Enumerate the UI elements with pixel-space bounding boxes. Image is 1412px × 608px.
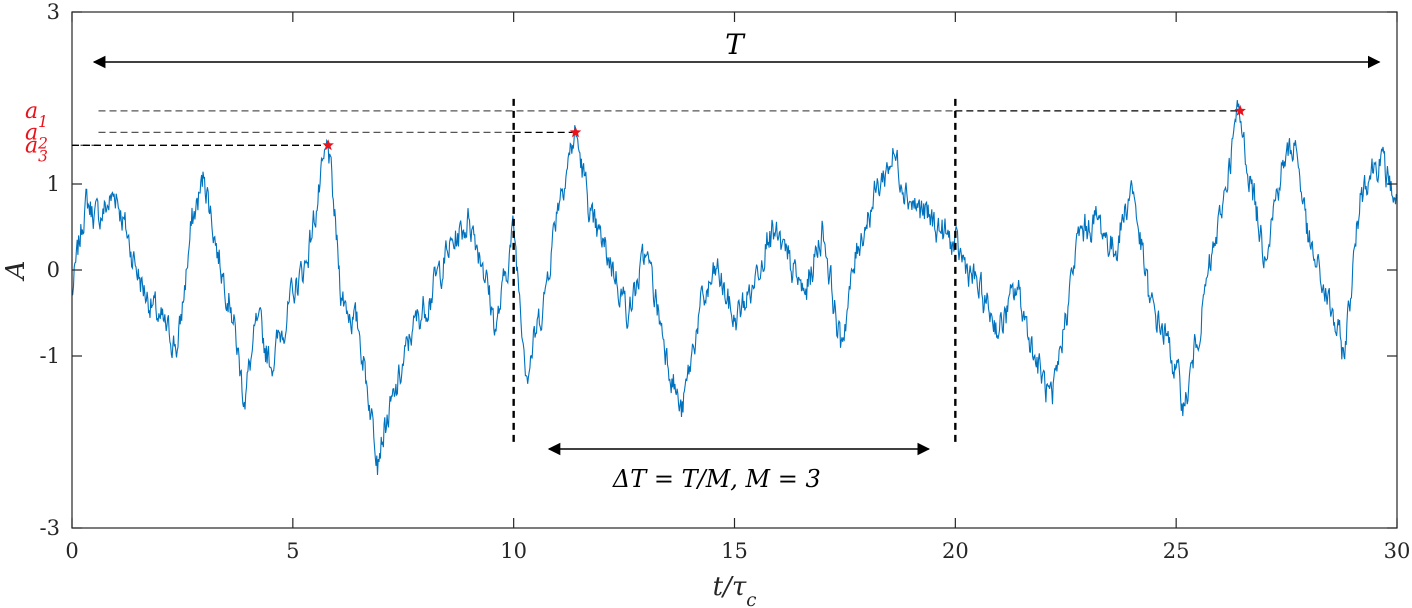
x-axis-label: t/τc bbox=[713, 572, 757, 608]
y-axis-label: A bbox=[1, 261, 31, 282]
peak-label-3: a3 bbox=[25, 133, 48, 165]
x-tick-label: 10 bbox=[500, 539, 527, 563]
y-tick-label: 0 bbox=[47, 258, 60, 282]
x-tick-label: 30 bbox=[1384, 539, 1411, 563]
peak-star-1 bbox=[1234, 104, 1246, 116]
y-tick-label: -1 bbox=[40, 344, 60, 368]
peak-label-2: a2 bbox=[25, 120, 48, 152]
block-duration-label: ΔT = T/M, M = 3 bbox=[612, 465, 821, 493]
total-duration-label: T bbox=[725, 28, 746, 61]
y-tick-label: 1 bbox=[47, 172, 60, 196]
x-tick-label: 25 bbox=[1163, 539, 1190, 563]
peak-star-2 bbox=[569, 126, 582, 138]
x-tick-label: 5 bbox=[286, 539, 299, 563]
peak-star-3 bbox=[322, 139, 334, 151]
x-tick-label: 0 bbox=[65, 539, 78, 563]
peak-label-1: a1 bbox=[25, 99, 48, 131]
y-tick-label: -3 bbox=[40, 516, 60, 540]
plot-area bbox=[71, 99, 1398, 476]
y-tick-label: 3 bbox=[47, 0, 60, 24]
signal-line bbox=[71, 99, 1398, 476]
x-tick-label: 15 bbox=[721, 539, 748, 563]
x-tick-label: 20 bbox=[942, 539, 969, 563]
